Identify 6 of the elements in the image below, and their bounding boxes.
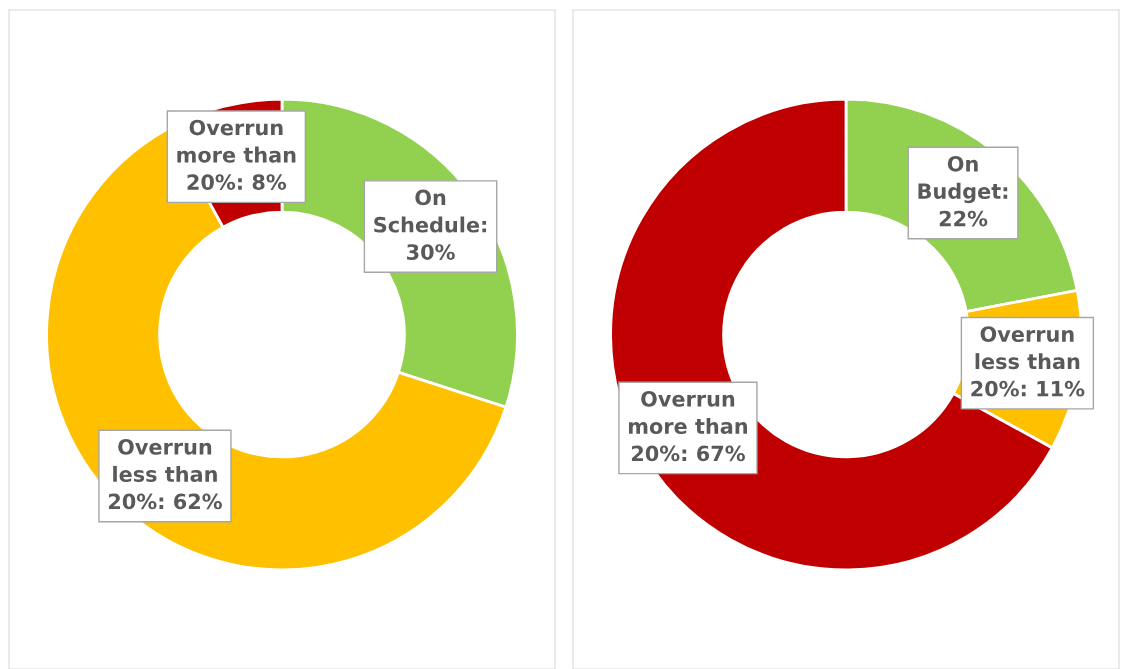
data-label: Overrun more than 20%: 8% [177, 119, 296, 190]
data-label: Overrun less than 20%: 11% [971, 326, 1085, 397]
data-label: Overrun less than 20%: 62% [108, 438, 222, 510]
data-label: Overrun more than 20%: 67% [629, 390, 747, 462]
data-label: On Schedule: 30% [374, 189, 487, 260]
data-label: On Budget: 22% [918, 155, 1008, 227]
